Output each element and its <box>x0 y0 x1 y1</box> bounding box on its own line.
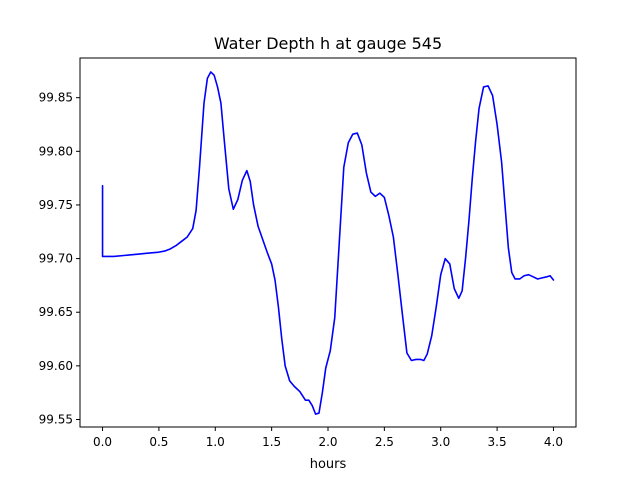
x-tick-label: 3.5 <box>488 435 507 449</box>
x-tick-label: 0.5 <box>149 435 168 449</box>
x-tick-label: 3.0 <box>431 435 450 449</box>
chart-title: Water Depth h at gauge 545 <box>214 34 442 53</box>
x-tick-label: 2.0 <box>318 435 337 449</box>
y-axis: 99.55 99.60 99.65 99.70 99.75 99.80 99.85 <box>39 91 80 426</box>
x-tick-label: 0.0 <box>93 435 112 449</box>
y-tick-label: 99.85 <box>39 91 73 105</box>
x-axis: 0.0 0.5 1.0 1.5 2.0 2.5 3.0 3.5 4.0 <box>93 427 563 449</box>
y-tick-label: 99.55 <box>39 412 73 426</box>
x-tick-label: 1.0 <box>206 435 225 449</box>
y-tick-label: 99.60 <box>39 359 73 373</box>
plot-area <box>101 71 555 415</box>
series-line-0 <box>101 71 555 415</box>
y-tick-label: 99.80 <box>39 144 73 158</box>
x-axis-label: hours <box>310 457 347 472</box>
y-tick-label: 99.65 <box>39 305 73 319</box>
x-tick-label: 1.5 <box>262 435 281 449</box>
y-tick-label: 99.70 <box>39 252 73 266</box>
x-tick-label: 4.0 <box>544 435 563 449</box>
x-tick-label: 2.5 <box>375 435 394 449</box>
y-tick-label: 99.75 <box>39 198 73 212</box>
